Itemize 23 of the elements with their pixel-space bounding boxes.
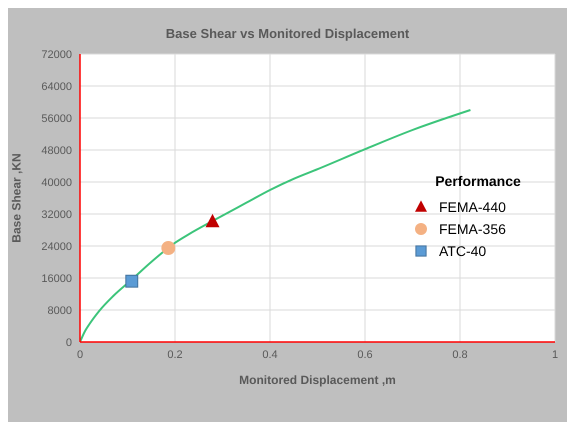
legend-title: Performance [434, 173, 522, 189]
y-tick-label: 16000 [41, 272, 72, 285]
chart-title: Base Shear vs Monitored Displacement [164, 26, 410, 41]
x-tick-label: 0.2 [167, 348, 183, 361]
y-tick-label: 32000 [41, 208, 72, 221]
y-tick-label: 56000 [41, 112, 72, 125]
y-tick-label: 24000 [41, 240, 72, 253]
x-tick-label: 0.4 [262, 348, 278, 361]
y-tick-label: 48000 [41, 144, 72, 157]
x-tick-label: 0 [76, 348, 84, 361]
y-tick-label: 72000 [41, 48, 72, 61]
y-tick-label: 40000 [41, 176, 72, 189]
legend-label: ATC-40 [439, 243, 486, 259]
x-axis-title: Monitored Displacement ,m [239, 373, 396, 387]
x-tick-label: 1 [552, 348, 558, 361]
y-tick-label: 0 [66, 336, 72, 349]
x-tick-label: 0.8 [452, 348, 468, 361]
x-tick-label: 0.6 [357, 348, 373, 361]
legend-label: FEMA-356 [439, 221, 506, 237]
y-tick-label: 8000 [48, 304, 72, 317]
legend-label: FEMA-440 [439, 199, 506, 215]
y-tick-label: 64000 [41, 80, 72, 93]
y-axis-title: Base Shear ,KN [9, 153, 24, 243]
